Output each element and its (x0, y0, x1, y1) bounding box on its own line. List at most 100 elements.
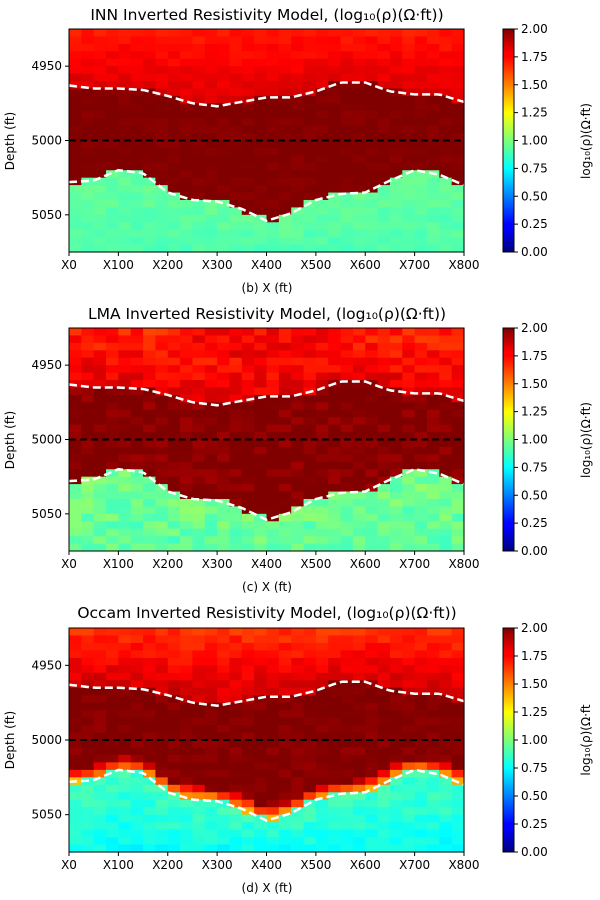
heatmap-cell (278, 521, 292, 530)
heatmap-cell (180, 822, 194, 831)
heatmap-cell (291, 350, 305, 359)
heatmap-cell (340, 717, 354, 726)
heatmap-cell (93, 732, 107, 741)
heatmap-cell (217, 822, 231, 831)
heatmap-cell (278, 695, 292, 704)
heatmap-cell (328, 237, 342, 246)
heatmap-cell (180, 732, 194, 741)
x-tick-label: X0 (61, 858, 77, 872)
heatmap-cell (278, 446, 292, 455)
heatmap-cell (69, 799, 82, 808)
heatmap-cell (365, 439, 379, 448)
heatmap-cell (229, 837, 243, 846)
heatmap-cell (291, 837, 305, 846)
heatmap-cell (377, 177, 391, 186)
heatmap-cell (315, 754, 329, 763)
heatmap-cell (155, 88, 169, 97)
heatmap-cell (315, 635, 329, 644)
heatmap-cell (204, 328, 218, 337)
heatmap-cell (106, 822, 119, 831)
heatmap-cell (451, 214, 465, 223)
heatmap-cell (143, 476, 156, 485)
heatmap-cell (328, 199, 342, 208)
heatmap-cell (167, 424, 181, 433)
x-ticks: X0 X100 X200 X300 X400 X500 X600 X700 X800 (61, 252, 480, 272)
heatmap-cell (69, 650, 82, 659)
heatmap-cell (81, 58, 95, 67)
heatmap-cell (106, 177, 119, 186)
heatmap-cell (130, 822, 144, 831)
heatmap-cell (81, 328, 95, 337)
heatmap-cell (414, 799, 428, 808)
heatmap-cell (291, 769, 305, 778)
heatmap-cell (451, 702, 465, 711)
heatmap-cell (303, 110, 317, 119)
heatmap-cell (291, 814, 305, 823)
heatmap-cell (365, 446, 379, 455)
heatmap-cell (180, 81, 194, 90)
heatmap-cell (291, 717, 305, 726)
heatmap-cell (180, 229, 194, 238)
heatmap-cell (315, 461, 329, 470)
heatmap-cell (192, 702, 206, 711)
heatmap-cell (266, 762, 280, 771)
heatmap-cell (377, 650, 391, 659)
heatmap-cell (340, 628, 354, 637)
heatmap-cell (414, 672, 428, 681)
heatmap-cell (340, 222, 354, 231)
heatmap-cell (303, 118, 317, 127)
heatmap-cell (439, 799, 453, 808)
heatmap-cell (315, 237, 329, 246)
heatmap-cell (291, 365, 305, 374)
heatmap-cell (217, 110, 231, 119)
heatmap-cell (217, 665, 231, 674)
heatmap-cell (278, 110, 292, 119)
heatmap-cell (377, 140, 391, 149)
heatmap-cell (143, 837, 156, 846)
heatmap-cell (229, 424, 243, 433)
heatmap-cell (278, 342, 292, 351)
heatmap-cell (204, 402, 218, 411)
heatmap-cell (365, 103, 379, 112)
heatmap-cell (118, 207, 132, 216)
heatmap-cell (106, 687, 119, 696)
heatmap-cell (414, 792, 428, 801)
heatmap-cell (217, 342, 231, 351)
heatmap-cell (180, 469, 194, 478)
heatmap-cell (254, 328, 268, 337)
heatmap-cell (143, 51, 156, 60)
heatmap-cell (192, 88, 206, 97)
heatmap-cell (167, 244, 181, 253)
heatmap-cell (426, 792, 440, 801)
heatmap-cell (130, 754, 144, 763)
heatmap-cell (192, 672, 206, 681)
heatmap-cell (204, 229, 218, 238)
heatmap-cell (204, 680, 218, 689)
heatmap-cell (340, 155, 354, 164)
heatmap-cell (439, 822, 453, 831)
heatmap-cell (217, 543, 231, 552)
heatmap-cell (241, 807, 255, 816)
heatmap-cell (118, 342, 132, 351)
heatmap-cell (414, 754, 428, 763)
heatmap-cell (254, 417, 268, 426)
heatmap-cell (426, 799, 440, 808)
heatmap-cell (81, 628, 95, 637)
heatmap-cell (130, 88, 144, 97)
heatmap-cell (328, 536, 342, 545)
heatmap-cell (439, 328, 453, 337)
heatmap-cell (266, 635, 280, 644)
heatmap-cell (291, 237, 305, 246)
heatmap-cell (426, 81, 440, 90)
x-tick-label: X800 (448, 858, 479, 872)
heatmap-cell (81, 536, 95, 545)
heatmap-cell (426, 140, 440, 149)
heatmap-cell (352, 214, 366, 223)
heatmap-cell (254, 642, 268, 651)
heatmap-cell (389, 207, 403, 216)
heatmap-cell (254, 754, 268, 763)
heatmap-cell (118, 424, 132, 433)
heatmap-cell (315, 672, 329, 681)
heatmap-cell (303, 328, 317, 337)
heatmap-cell (315, 95, 329, 104)
